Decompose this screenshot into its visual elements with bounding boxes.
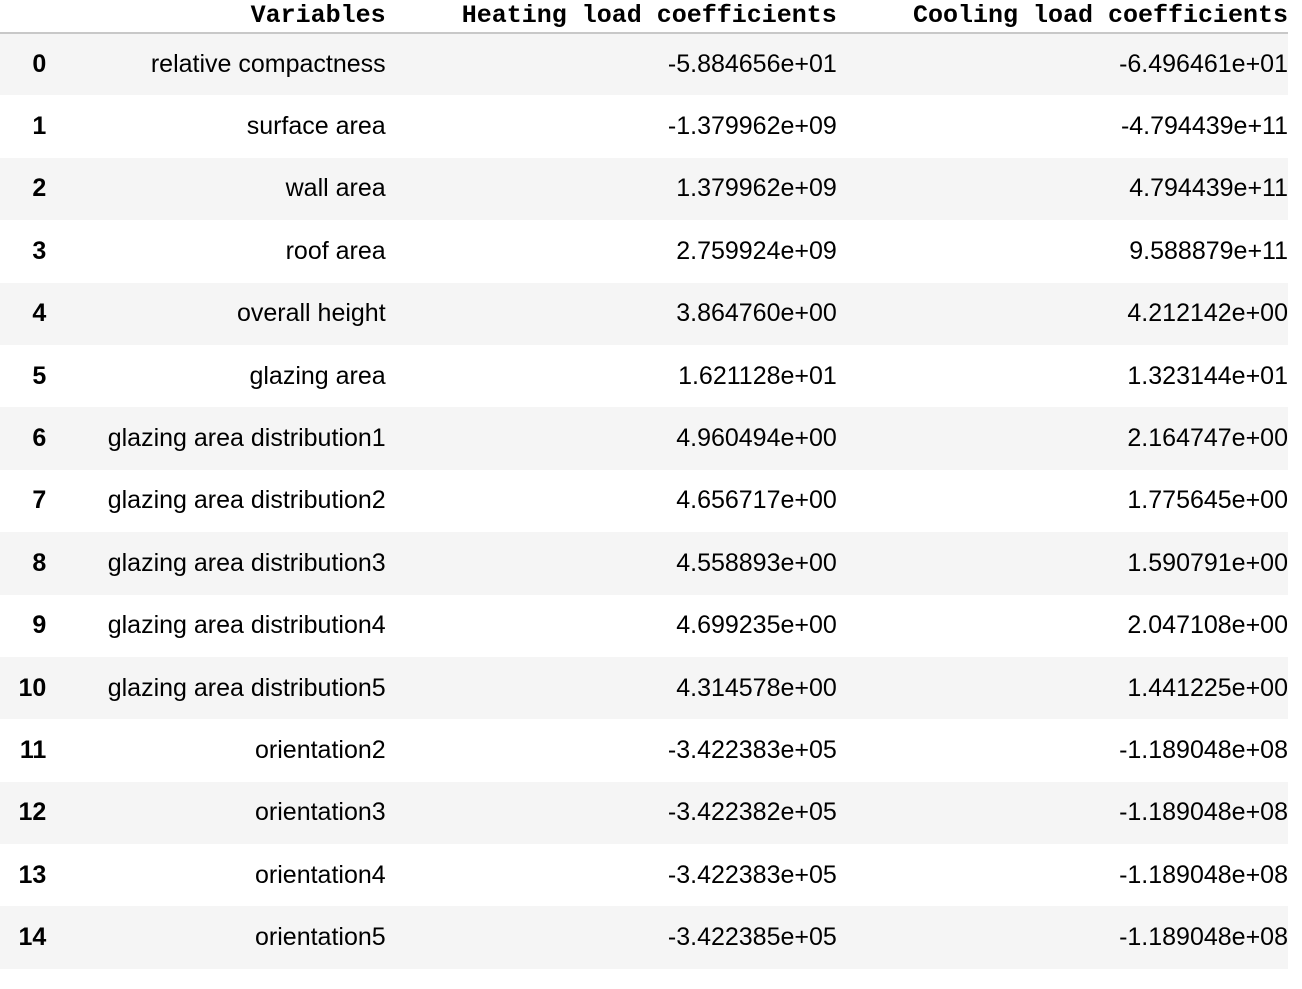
cell-cooling-coefficient: -4.794439e+11 xyxy=(1120,112,1288,141)
cell-cooling-coefficient: 1.323144e+01 xyxy=(1127,361,1288,390)
row-index: 8 xyxy=(32,548,47,577)
header-heating-load-coefficients: Heating load coefficients xyxy=(385,0,837,34)
cell-variable: orientation5 xyxy=(255,923,386,952)
table-header: Variables Heating load coefficients Cool… xyxy=(0,0,1288,34)
cell-variable: glazing area distribution3 xyxy=(107,548,386,577)
row-index: 7 xyxy=(32,486,47,515)
cell-variable: relative compactness xyxy=(150,50,386,79)
cell-cooling-coefficient: 2.164747e+00 xyxy=(1127,424,1288,453)
cell-cooling-coefficient: 4.794439e+11 xyxy=(1129,174,1288,203)
header-variables: Variables xyxy=(46,0,386,34)
cell-cooling-coefficient: 9.588879e+11 xyxy=(1129,236,1288,265)
cell-variable: glazing area distribution4 xyxy=(107,611,386,640)
cell-cooling-coefficient: -1.189048e+08 xyxy=(1119,798,1288,827)
cell-variable: overall height xyxy=(236,299,386,328)
row-index: 3 xyxy=(32,236,47,265)
cell-cooling-coefficient: -1.189048e+08 xyxy=(1119,860,1288,889)
cell-variable: orientation2 xyxy=(255,735,386,764)
cell-cooling-coefficient: 4.212142e+00 xyxy=(1127,299,1288,328)
cell-heating-coefficient: 2.759924e+09 xyxy=(676,236,837,265)
table-row: 6 glazing area distribution1 4.960494e+00 2… xyxy=(0,407,1288,470)
cell-cooling-coefficient: 2.047108e+00 xyxy=(1127,611,1288,640)
row-index: 0 xyxy=(32,50,47,79)
cell-heating-coefficient: 1.621128e+01 xyxy=(678,361,837,390)
table-body: 0 relative compactness -5.884656e+01 -6.496… xyxy=(0,33,1288,969)
cell-heating-coefficient: 3.864760e+00 xyxy=(676,299,837,328)
header-row: Variables Heating load coefficients Cool… xyxy=(0,0,1288,34)
table-row: 7 glazing area distribution2 4.656717e+00 1… xyxy=(0,469,1288,533)
table-row: 0 relative compactness -5.884656e+01 -6.496… xyxy=(0,33,1288,96)
table-row: 9 glazing area distribution4 4.699235e+00 2… xyxy=(0,594,1288,657)
row-index: 4 xyxy=(32,299,47,328)
row-index: 2 xyxy=(32,174,47,203)
cell-heating-coefficient: 4.314578e+00 xyxy=(676,673,837,702)
table-row: 12 orientation3 -3.422382e+05 -1.189048e+08 xyxy=(0,781,1288,845)
table-row: 14 orientation5 -3.422385e+05 -1.189048e+08 xyxy=(0,906,1288,969)
row-index: 13 xyxy=(18,860,47,889)
coefficients-table: Variables Heating load coefficients Cool… xyxy=(0,0,1288,969)
cell-variable: orientation3 xyxy=(255,798,386,827)
row-index: 12 xyxy=(18,798,47,827)
cell-heating-coefficient: -5.884656e+01 xyxy=(667,50,837,79)
cell-variable: glazing area distribution5 xyxy=(107,673,386,702)
table-row: 10 glazing area distribution5 4.314578e+00… xyxy=(0,656,1288,720)
cell-heating-coefficient: -3.422383e+05 xyxy=(667,860,837,889)
cell-heating-coefficient: -3.422382e+05 xyxy=(667,798,837,827)
row-index: 6 xyxy=(32,424,47,453)
header-cooling-load-coefficients: Cooling load coefficients xyxy=(836,0,1288,34)
cell-cooling-coefficient: -1.189048e+08 xyxy=(1119,735,1288,764)
table-row: 4 overall height 3.864760e+00 4.212142e+00 xyxy=(0,282,1288,345)
cell-cooling-coefficient: -6.496461e+01 xyxy=(1119,50,1288,79)
row-index: 5 xyxy=(32,361,47,390)
cell-variable: orientation4 xyxy=(255,860,386,889)
row-index: 14 xyxy=(18,923,47,952)
cell-heating-coefficient: 4.960494e+00 xyxy=(676,424,837,453)
table-row: 5 glazing area 1.621128e+01 1.323144e+01 xyxy=(0,344,1288,408)
cell-heating-coefficient: 4.699235e+00 xyxy=(676,611,837,640)
cell-variable: glazing area distribution2 xyxy=(107,486,386,515)
row-index: 9 xyxy=(32,611,47,640)
table-row: 1 surface area -1.379962e+09 -4.794439e+11 xyxy=(0,95,1288,158)
cell-heating-coefficient: -3.422383e+05 xyxy=(667,735,837,764)
cell-heating-coefficient: 4.558893e+00 xyxy=(676,548,837,577)
table-row: 2 wall area 1.379962e+09 4.794439e+11 xyxy=(0,157,1288,221)
cell-variable: glazing area xyxy=(249,361,386,390)
row-index: 11 xyxy=(19,735,47,764)
row-index: 1 xyxy=(32,112,47,141)
table-row: 8 glazing area distribution3 4.558893e+00 1… xyxy=(0,532,1288,595)
cell-variable: roof area xyxy=(285,236,386,265)
cell-cooling-coefficient: -1.189048e+08 xyxy=(1119,923,1288,952)
cell-cooling-coefficient: 1.590791e+00 xyxy=(1127,548,1288,577)
table-row: 11 orientation2 -3.422383e+05 -1.189048e+08 xyxy=(0,719,1288,782)
cell-heating-coefficient: 1.379962e+09 xyxy=(676,174,837,203)
table-row: 3 roof area 2.759924e+09 9.588879e+11 xyxy=(0,220,1288,283)
cell-variable: wall area xyxy=(285,174,386,203)
cell-heating-coefficient: -1.379962e+09 xyxy=(667,112,837,141)
table-row: 13 orientation4 -3.422383e+05 -1.189048e+08 xyxy=(0,844,1288,907)
cell-heating-coefficient: -3.422385e+05 xyxy=(667,923,837,952)
header-index xyxy=(0,0,47,34)
row-index: 10 xyxy=(18,673,47,702)
cell-variable: surface area xyxy=(246,112,386,141)
cell-variable: glazing area distribution1 xyxy=(107,424,386,453)
cell-heating-coefficient: 4.656717e+00 xyxy=(676,486,837,515)
cell-cooling-coefficient: 1.775645e+00 xyxy=(1127,486,1288,515)
cell-cooling-coefficient: 1.441225e+00 xyxy=(1127,673,1288,702)
